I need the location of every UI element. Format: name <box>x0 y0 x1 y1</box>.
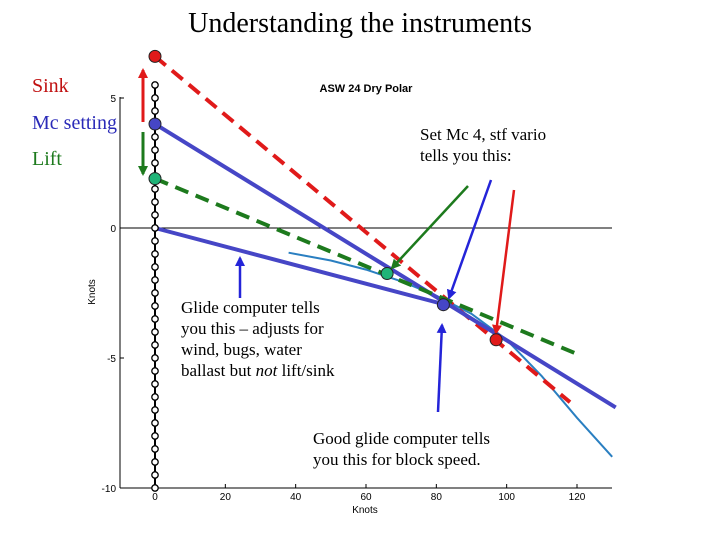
mc-tangent-point <box>436 298 450 312</box>
axis-dot <box>151 94 159 102</box>
axis-dot <box>151 276 159 284</box>
tangent-line <box>154 226 451 308</box>
polar-curve <box>288 251 613 458</box>
axis-dot <box>151 419 159 427</box>
slide-title: Understanding the instruments <box>188 8 532 39</box>
axis-dot <box>151 432 159 440</box>
stf-annotation: Set Mc 4, stf vario tells you this: <box>420 125 546 165</box>
axis-dot <box>151 146 159 154</box>
tangent-line <box>153 54 572 404</box>
lift-marker <box>148 172 162 186</box>
annotation-line: Glide computer tells <box>181 298 320 317</box>
axis-dot <box>151 315 159 323</box>
lift-tangent-point <box>380 267 394 280</box>
x-tick-label: 20 <box>220 492 232 503</box>
x-axis-label: Knots <box>352 505 378 516</box>
y-axis-label: Knots <box>87 279 98 305</box>
axis-dot <box>151 159 159 167</box>
axis-dot <box>151 406 159 414</box>
axis-dot <box>151 302 159 310</box>
axis-dot <box>151 354 159 362</box>
axis-dot <box>151 367 159 375</box>
y-tick-label: 0 <box>110 224 116 235</box>
axis-dot <box>151 133 159 141</box>
axis-dot <box>151 224 159 232</box>
mc-marker <box>148 117 162 131</box>
y-tick-label: -10 <box>102 484 117 495</box>
tangent-line <box>153 122 617 410</box>
chart-frame: ASW 24 Dry Polar Knots Knots <box>87 83 612 516</box>
x-tick-label: 60 <box>360 492 372 503</box>
x-tick-label: 120 <box>569 492 586 503</box>
annotation-line: Good glide computer tells <box>313 429 490 448</box>
x-tick-label: 100 <box>498 492 515 503</box>
axis-dot <box>151 81 159 89</box>
axis-dot <box>151 289 159 297</box>
annotation-line: you this for block speed. <box>313 450 481 469</box>
y-tick-label: 5 <box>110 94 116 105</box>
axis-dot <box>151 380 159 388</box>
annotation-line: tells you this: <box>420 146 512 165</box>
axis-dot <box>151 484 159 492</box>
glide-computer-annotation: Glide computer tells you this – adjusts f… <box>181 298 335 380</box>
sink-marker <box>148 49 162 63</box>
axis-dot <box>151 211 159 219</box>
blue-pointer-arrow-block <box>436 323 447 413</box>
chart-title: ASW 24 Dry Polar <box>320 83 414 95</box>
legend-lift-label: Lift <box>32 148 62 170</box>
axis-dot <box>151 393 159 401</box>
axis-dot <box>151 471 159 479</box>
axis-dot <box>151 328 159 336</box>
annotation-line: wind, bugs, water <box>181 340 302 359</box>
legend-mc-label: Mc setting <box>32 112 117 134</box>
tangent-line <box>154 176 582 358</box>
axis-dot <box>151 458 159 466</box>
y-tick-label: -5 <box>107 354 116 365</box>
axis-dot <box>151 107 159 115</box>
axis-dot <box>151 445 159 453</box>
annotation-line: Set Mc 4, stf vario <box>420 125 546 144</box>
legend-sink-label: Sink <box>32 75 69 97</box>
axis-dot <box>151 250 159 258</box>
x-tick-label: 80 <box>431 492 443 503</box>
x-tick-label: 40 <box>290 492 302 503</box>
sink-tangent-point <box>489 333 503 347</box>
green-pointer-arrow <box>390 185 469 270</box>
axis-dot <box>151 341 159 349</box>
red-pointer-arrow <box>492 189 516 335</box>
axis-dot <box>151 198 159 206</box>
axis-dot <box>151 263 159 271</box>
axis-dot <box>151 237 159 245</box>
axis-dot <box>151 185 159 193</box>
x-tick-label: 0 <box>152 492 158 503</box>
blue-pointer-arrow-stf <box>446 179 493 300</box>
axis-dots <box>151 81 159 492</box>
block-speed-annotation: Good glide computer tells you this for bl… <box>313 429 490 469</box>
annotation-line: you this – adjusts for <box>181 319 324 338</box>
annotation-line: ballast but not lift/sink <box>181 361 335 380</box>
highlight-markers <box>148 49 503 347</box>
chart-series <box>153 54 617 458</box>
axis-ticks: 0 20 40 60 80 100 120 5 0 -5 -10 <box>102 94 586 503</box>
